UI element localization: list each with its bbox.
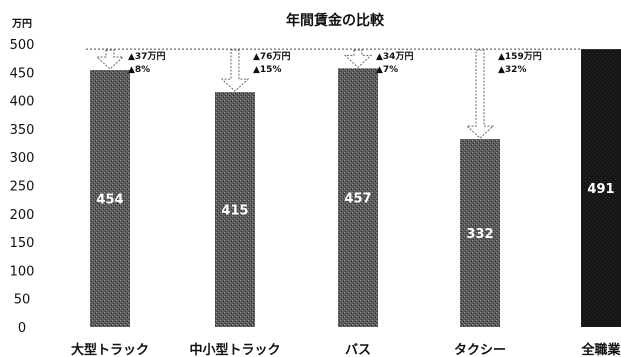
- y-tick-label: 300: [10, 151, 35, 166]
- bar: [215, 92, 255, 327]
- gap-amount-label: ▲34万円: [376, 51, 413, 62]
- gap-arrow: [95, 49, 125, 70]
- category-label: バス: [345, 343, 371, 357]
- bars-layer: [90, 49, 621, 328]
- gap-amount-label: ▲37万円: [128, 51, 165, 62]
- gap-arrow: [220, 49, 250, 92]
- y-axis-unit-label: 万円: [11, 18, 32, 30]
- labels-layer: 454 大型トラック ▲37万円 ▲8% 415 中小型トラック ▲76万円 ▲15% 457 バ…: [71, 51, 621, 357]
- chart-title: 年間賃金の比較: [286, 12, 385, 29]
- gap-arrow: [465, 49, 495, 139]
- category-label: タクシー: [454, 343, 506, 357]
- gap-arrow: [343, 49, 373, 69]
- y-tick-label: 50: [14, 293, 31, 308]
- bar-value-label: 332: [466, 227, 493, 242]
- bar-value-label: 491: [587, 182, 614, 197]
- category-label: 中小型トラック: [189, 342, 280, 357]
- bar: [460, 139, 500, 327]
- gap-arrows-layer: [95, 49, 495, 139]
- y-tick-label: 200: [10, 208, 35, 223]
- y-tick-label: 450: [10, 66, 35, 81]
- category-label: 大型トラック: [71, 342, 149, 357]
- bar-value-label: 454: [96, 193, 123, 208]
- bar-value-label: 457: [344, 192, 371, 207]
- y-tick-label: 250: [10, 180, 35, 195]
- gap-amount-label: ▲159万円: [498, 51, 542, 62]
- gap-percent-label: ▲32%: [498, 65, 526, 75]
- y-axis-ticks: 0 50 100 150 200 250 300 350 400 450 500: [10, 38, 35, 336]
- y-tick-label: 100: [10, 264, 35, 279]
- y-tick-label: 150: [10, 236, 35, 251]
- bar: [581, 49, 621, 328]
- gap-percent-label: ▲8%: [128, 65, 150, 75]
- bar: [338, 68, 378, 327]
- category-label: 全職業: [580, 342, 621, 357]
- bar-value-label: 415: [221, 204, 248, 219]
- bar: [90, 70, 130, 327]
- gap-amount-label: ▲76万円: [253, 51, 290, 62]
- y-tick-label: 400: [10, 95, 35, 110]
- y-tick-label: 0: [18, 321, 26, 336]
- y-tick-label: 350: [10, 123, 35, 138]
- gap-percent-label: ▲15%: [253, 65, 281, 75]
- y-tick-label: 500: [10, 38, 35, 53]
- gap-percent-label: ▲7%: [376, 65, 398, 75]
